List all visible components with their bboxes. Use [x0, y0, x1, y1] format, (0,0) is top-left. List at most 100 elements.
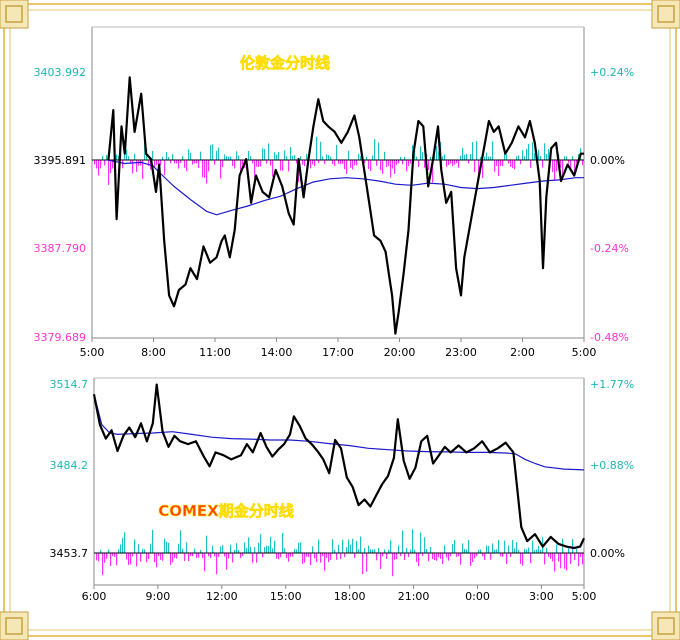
- volume-bar: [404, 553, 406, 561]
- volume-bar: [236, 543, 238, 553]
- volume-bar: [168, 542, 170, 553]
- volume-bar: [166, 541, 168, 553]
- x-tick-label: 8:00: [141, 346, 166, 359]
- corner-ornament-top-right: [651, 0, 680, 29]
- volume-bar: [238, 155, 240, 160]
- volume-bar: [484, 156, 486, 160]
- volume-bar: [398, 160, 400, 164]
- volume-bar: [116, 154, 118, 160]
- volume-bar: [130, 553, 132, 565]
- volume-bar: [454, 540, 456, 553]
- volume-bar: [128, 553, 130, 565]
- volume-bar: [274, 540, 276, 553]
- volume-bar: [94, 160, 96, 165]
- volume-bar: [278, 553, 280, 560]
- volume-bar: [514, 548, 516, 553]
- volume-bar: [420, 146, 422, 160]
- volume-bar: [496, 160, 498, 166]
- volume-bar: [288, 160, 290, 172]
- volume-bar: [168, 156, 170, 160]
- volume-bar: [534, 152, 536, 160]
- volume-bar: [530, 160, 532, 168]
- volume-bar: [472, 142, 474, 160]
- volume-bar: [318, 160, 320, 164]
- volume-bar: [106, 154, 108, 160]
- volume-bar: [158, 553, 160, 557]
- volume-bar: [574, 160, 576, 172]
- volume-bar: [142, 548, 144, 553]
- volume-bar: [506, 553, 508, 565]
- volume-bar: [450, 553, 452, 557]
- volume-bar: [304, 160, 306, 167]
- volume-bar: [180, 160, 182, 164]
- volume-bar: [96, 160, 98, 169]
- volume-bar: [102, 156, 104, 160]
- volume-bar: [142, 160, 144, 179]
- volume-bar: [268, 545, 270, 553]
- volume-bar: [396, 160, 398, 165]
- volume-bar: [460, 553, 462, 565]
- volume-bar: [316, 553, 318, 562]
- volume-bar: [546, 548, 548, 553]
- chart1-right-tick-3: -0.48%: [590, 331, 629, 344]
- volume-bar: [272, 160, 274, 177]
- volume-bar: [282, 532, 284, 553]
- volume-bar: [456, 160, 458, 164]
- volume-bar: [406, 547, 408, 553]
- volume-bar: [228, 553, 230, 559]
- volume-bar: [336, 145, 338, 160]
- chart2-average-line: [93, 394, 585, 471]
- volume-bar: [326, 553, 328, 558]
- volume-bar: [540, 549, 542, 553]
- volume-bar: [192, 553, 194, 557]
- volume-bar: [536, 549, 538, 553]
- chart2-title: COMEX期金分时线: [158, 502, 294, 520]
- volume-bar: [460, 155, 462, 160]
- volume-bar: [320, 141, 322, 160]
- volume-bar: [362, 553, 364, 575]
- volume-bar: [384, 151, 386, 160]
- volume-bar: [298, 542, 300, 553]
- chart1-left-tick-0: 3403.992: [34, 66, 87, 79]
- volume-bar: [450, 160, 452, 164]
- volume-bar: [570, 160, 572, 170]
- volume-bar: [144, 549, 146, 553]
- volume-bar: [530, 553, 532, 564]
- volume-bar: [406, 160, 408, 172]
- volume-bar: [220, 160, 222, 179]
- volume-bar: [378, 142, 380, 160]
- volume-bar: [438, 151, 440, 160]
- volume-bar: [114, 553, 116, 557]
- volume-bar: [294, 548, 296, 553]
- chart1-title: 伦敦金分时线: [240, 54, 330, 72]
- volume-bar: [102, 553, 104, 575]
- volume-bar: [216, 553, 218, 575]
- volume-bar: [256, 553, 258, 563]
- volume-bar: [564, 156, 566, 160]
- volume-bar: [162, 156, 164, 160]
- volume-bar: [340, 553, 342, 560]
- volume-bar: [226, 156, 228, 160]
- volume-bar: [172, 154, 174, 160]
- volume-bar: [272, 548, 274, 553]
- volume-bar: [492, 141, 494, 160]
- volume-bar: [360, 155, 362, 160]
- volume-bar: [402, 530, 404, 553]
- x-tick-label: 15:00: [270, 590, 302, 603]
- volume-bar: [218, 553, 220, 557]
- volume-bar: [448, 553, 450, 561]
- volume-bar: [444, 545, 446, 553]
- x-tick-label: 2:00: [510, 346, 535, 359]
- chart1-left-tick-3: 3379.689: [34, 331, 87, 344]
- volume-bar: [526, 549, 528, 553]
- volume-bar: [364, 547, 366, 553]
- volume-bar: [128, 156, 130, 160]
- volume-bar: [360, 536, 362, 553]
- chart2-price-line: [92, 383, 585, 550]
- volume-bar: [528, 143, 530, 160]
- volume-bar: [560, 553, 562, 569]
- volume-bar: [562, 160, 564, 180]
- volume-bar: [388, 160, 390, 166]
- volume-bar: [576, 160, 578, 164]
- volume-bar: [572, 539, 574, 553]
